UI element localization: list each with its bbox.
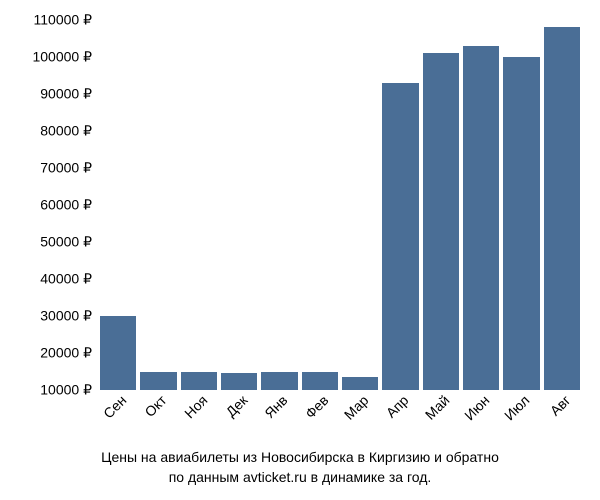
y-tick-label: 100000 ₽ [32,49,92,66]
bar [423,53,459,390]
y-tick-label: 110000 ₽ [34,12,92,29]
chart-caption: Цены на авиабилеты из Новосибирска в Кир… [0,448,600,487]
y-tick-label: 20000 ₽ [40,345,92,362]
bars-group [100,20,580,390]
bar [382,83,418,390]
y-tick-label: 40000 ₽ [40,271,92,288]
bar [463,46,499,390]
caption-line-1: Цены на авиабилеты из Новосибирска в Кир… [0,448,600,468]
y-tick-label: 50000 ₽ [40,234,92,251]
price-chart: 10000 ₽ 20000 ₽ 30000 ₽ 40000 ₽ 50000 ₽ 60000… [0,0,600,500]
bar [544,27,580,390]
caption-line-2: по данным avticket.ru в динамике за год. [0,468,600,488]
y-tick-label: 70000 ₽ [40,160,92,177]
bar [503,57,539,390]
y-tick-label: 30000 ₽ [40,308,92,325]
y-tick-label: 90000 ₽ [40,86,92,103]
y-tick-label: 80000 ₽ [40,123,92,140]
y-tick-label: 10000 ₽ [40,382,92,399]
x-axis: СенОктНояДекЯнвФевМарАпрМайИюнИюлАвг [100,392,580,442]
y-tick-label: 60000 ₽ [40,197,92,214]
plot-area [100,20,580,390]
y-axis: 10000 ₽20000 ₽30000 ₽40000 ₽50000 ₽60000… [0,20,100,390]
